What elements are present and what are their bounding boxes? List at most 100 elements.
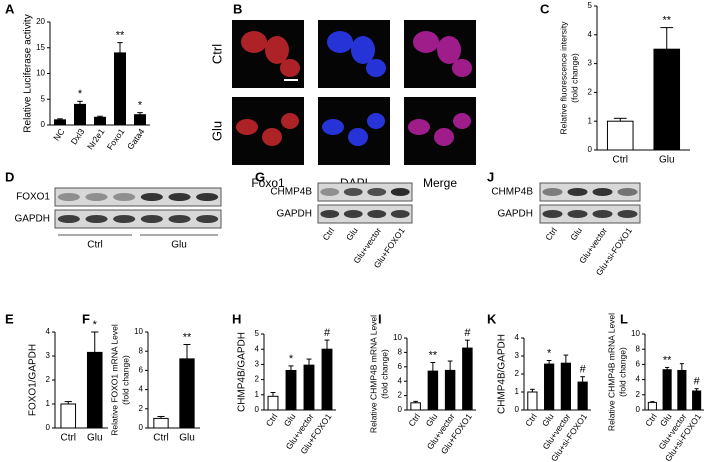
blot-band: [367, 210, 387, 218]
significance-label: **: [183, 331, 192, 343]
blot-band: [196, 193, 219, 201]
blot-band: [567, 188, 588, 196]
x-tick-label: Gata4: [125, 126, 147, 151]
significance-label: *: [138, 100, 143, 112]
cell: [408, 119, 430, 135]
bar: [54, 119, 66, 126]
error-bar: [157, 415, 165, 419]
blot-band: [343, 188, 363, 196]
column-label: Foxo1: [251, 176, 285, 190]
error-bar: [613, 117, 627, 122]
blot-band: [57, 215, 80, 223]
x-tick-label: Nr2e1: [85, 126, 107, 151]
y-axis-label: FOXO1/GAPDH: [28, 344, 39, 416]
blot-band: [320, 210, 340, 218]
blot-strip: [54, 187, 222, 207]
panel-letter: D: [5, 169, 14, 184]
y-tick-label: 0: [588, 145, 593, 154]
error-bar: [117, 42, 123, 53]
y-tick-label: 3: [255, 360, 260, 369]
error-bar: [660, 27, 674, 50]
significance-label: #: [464, 327, 471, 339]
cell: [437, 36, 461, 64]
x-tick-label: Glu: [282, 411, 298, 428]
bar: [544, 363, 555, 411]
error-bar: [413, 400, 418, 403]
blot-band: [617, 210, 638, 218]
bar: [321, 348, 333, 411]
error-bar: [580, 376, 585, 383]
blot-band: [320, 188, 340, 196]
bar: [303, 364, 315, 411]
y-tick-label: 3: [515, 351, 520, 360]
blot-band: [168, 193, 191, 201]
y-axis-label: Relative CHMP4B mRNA Level: [368, 315, 378, 433]
error-bar: [137, 112, 143, 115]
x-tick-label: Foxo1: [105, 126, 127, 151]
significance-label: *: [78, 88, 83, 100]
cell: [366, 59, 386, 77]
panel-letter: C: [540, 1, 550, 16]
bar: [577, 381, 588, 411]
y-tick-label: 6: [139, 366, 144, 375]
x-tick-label: Glu: [179, 433, 195, 444]
blot-band: [567, 210, 588, 218]
protein-label: GAPDH: [14, 214, 50, 225]
y-tick-label: 1: [515, 387, 520, 396]
x-tick-label: Glu: [424, 411, 440, 428]
panel-letter: B: [233, 1, 242, 16]
error-bar: [324, 339, 330, 350]
panel-letter: E: [5, 311, 14, 326]
blot-band: [592, 210, 613, 218]
x-tick-label: Ctrl: [60, 433, 76, 444]
y-tick-label: 5: [255, 329, 260, 338]
y-axis-label: CHMP4B/GAPDH: [237, 332, 248, 412]
y-tick-label: 4: [588, 30, 593, 39]
y-tick-label: 5: [588, 1, 593, 10]
bar: [94, 116, 106, 126]
y-axis-label: (fold change): [617, 347, 627, 397]
error-bar: [530, 388, 535, 392]
cell: [348, 128, 368, 146]
blot-band: [343, 210, 363, 218]
bar: [692, 390, 702, 411]
x-tick-label: Ctrl: [406, 412, 422, 429]
y-tick-label: 2: [636, 390, 641, 399]
cell: [327, 31, 353, 53]
blot-band: [390, 188, 410, 196]
y-tick-label: 2: [255, 375, 260, 384]
cell: [236, 119, 258, 135]
bar: [560, 362, 571, 411]
group-label: Glu: [171, 240, 187, 251]
bar: [677, 369, 687, 411]
cell: [241, 31, 267, 53]
protein-label: GAPDH: [497, 209, 533, 220]
blot-band: [57, 193, 80, 201]
significance-label: *: [289, 353, 294, 365]
cell: [351, 36, 375, 64]
error-bar: [183, 343, 191, 359]
y-tick-label: 8: [398, 348, 403, 357]
blot-band: [140, 193, 163, 201]
x-tick-label: Ctrl: [612, 155, 628, 166]
error-bar: [650, 401, 655, 403]
panel-letter: J: [487, 169, 494, 184]
error-bar: [270, 392, 276, 397]
cell: [413, 31, 439, 53]
y-tick-label: 2: [139, 404, 144, 413]
significance-label: #: [580, 364, 587, 376]
blot-band: [85, 193, 108, 201]
cell: [453, 113, 471, 129]
y-tick-label: 4: [515, 333, 520, 342]
y-axis-label: CHMP4B/GAPDH: [497, 334, 508, 414]
blot-strip: [54, 209, 222, 229]
y-tick-label: 4: [255, 344, 260, 353]
y-tick-label: 6: [636, 360, 641, 369]
significance-label: *: [547, 347, 552, 359]
cell: [367, 113, 385, 129]
significance-label: **: [663, 354, 672, 366]
y-axis-label: Relative FOXO1 mRNA Level: [109, 324, 119, 436]
y-tick-label: 6: [398, 362, 403, 371]
error-bar: [306, 358, 312, 366]
